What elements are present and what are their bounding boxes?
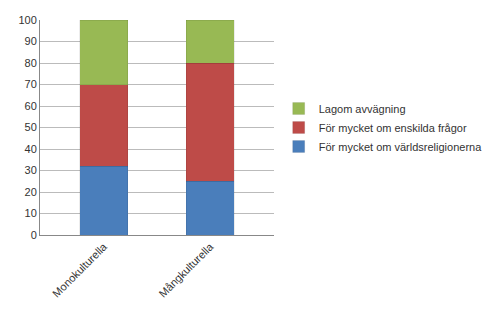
svg-text:Lagom avvägning: Lagom avvägning xyxy=(319,103,406,115)
svg-text:Mångkulturella: Mångkulturella xyxy=(156,240,216,300)
svg-text:100: 100 xyxy=(18,14,36,26)
svg-text:20: 20 xyxy=(25,186,37,198)
svg-text:Monokulturella: Monokulturella xyxy=(50,240,110,300)
svg-text:80: 80 xyxy=(25,57,37,69)
svg-text:60: 60 xyxy=(25,100,37,112)
svg-text:70: 70 xyxy=(25,78,37,90)
svg-text:För mycket om världsreligioner: För mycket om världsreligionerna xyxy=(319,141,482,153)
svg-text:50: 50 xyxy=(25,121,37,133)
svg-text:0: 0 xyxy=(31,229,37,241)
svg-text:10: 10 xyxy=(25,207,37,219)
svg-text:40: 40 xyxy=(25,143,37,155)
svg-text:90: 90 xyxy=(25,35,37,47)
svg-text:30: 30 xyxy=(25,164,37,176)
svg-text:För mycket om enskilda frågor: För mycket om enskilda frågor xyxy=(319,122,467,134)
